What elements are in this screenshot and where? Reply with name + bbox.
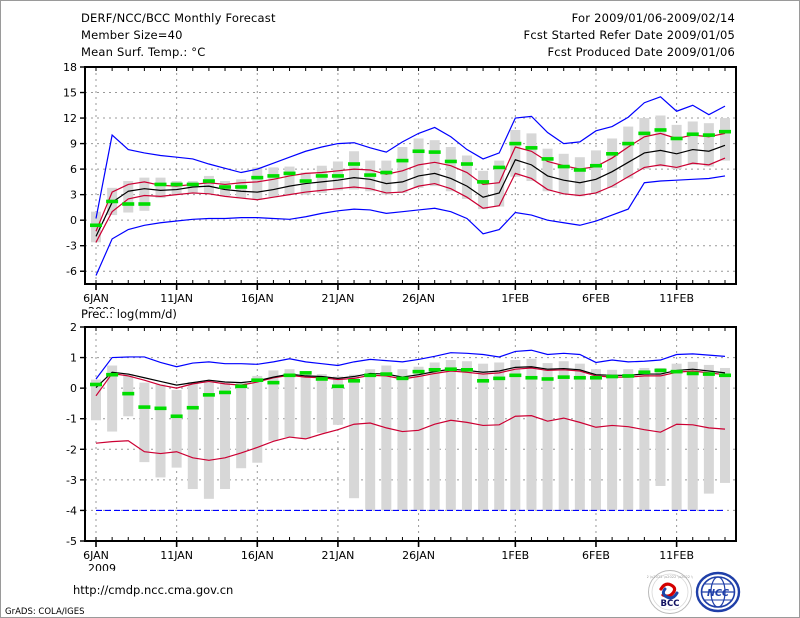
bcc-logo: BCC \u2022 \u2022 \u2022 \u2022 \u2022 bbox=[647, 570, 693, 614]
member-size-label: Member Size=40 bbox=[81, 28, 183, 42]
svg-text:3: 3 bbox=[70, 189, 77, 202]
svg-text:-3: -3 bbox=[66, 474, 77, 487]
precipitation-chart: 2 1 0 -1 -2 -3 -4 -5 6JAN 11JAN 16JAN 21JAN 26JAN 1FE… bbox=[66, 321, 737, 571]
svg-text:-2: -2 bbox=[66, 443, 77, 456]
svg-text:-1: -1 bbox=[66, 413, 77, 426]
svg-text:1FEB: 1FEB bbox=[501, 549, 529, 562]
svg-text:18: 18 bbox=[63, 61, 77, 74]
svg-text:6JAN: 6JAN bbox=[83, 292, 109, 305]
svg-text:\u2022 \u2022 \u2022 \u2022 \u: \u2022 \u2022 \u2022 \u2022 \u2022 bbox=[647, 575, 693, 579]
temperature-chart: 18 15 12 9 6 3 0 -3 -6 6JAN 11JAN 16JAN 21JAN 26JAN 1F… bbox=[63, 61, 737, 309]
svg-text:6FEB: 6FEB bbox=[582, 292, 610, 305]
fcst-produced-label: Fcst Produced Date 2009/01/06 bbox=[547, 45, 735, 59]
svg-text:11JAN: 11JAN bbox=[160, 292, 193, 305]
svg-text:2: 2 bbox=[70, 321, 77, 334]
svg-text:26JAN: 26JAN bbox=[402, 292, 435, 305]
ncc-logo: NCC bbox=[695, 571, 741, 613]
svg-text:2009: 2009 bbox=[88, 562, 116, 571]
svg-text:BCC: BCC bbox=[661, 599, 680, 609]
svg-text:-5: -5 bbox=[66, 535, 77, 548]
svg-text:21JAN: 21JAN bbox=[322, 549, 355, 562]
variable-label: Mean Surf. Temp.: °C bbox=[81, 45, 206, 59]
svg-text:6FEB: 6FEB bbox=[582, 549, 610, 562]
svg-text:11FEB: 11FEB bbox=[659, 549, 694, 562]
figure-title: DERF/NCC/BCC Monthly Forecast bbox=[81, 11, 276, 25]
svg-text:-4: -4 bbox=[66, 504, 77, 517]
svg-text:6JAN: 6JAN bbox=[83, 549, 109, 562]
forecast-period-label: For 2009/01/06-2009/02/14 bbox=[571, 11, 735, 25]
svg-text:NCC: NCC bbox=[707, 588, 729, 599]
svg-text:11FEB: 11FEB bbox=[659, 292, 694, 305]
svg-text:1FEB: 1FEB bbox=[501, 292, 529, 305]
svg-text:9: 9 bbox=[70, 138, 77, 151]
svg-text:0: 0 bbox=[70, 382, 77, 395]
svg-text:11JAN: 11JAN bbox=[160, 549, 193, 562]
grads-credit: GrADS: COLA/IGES bbox=[5, 607, 85, 617]
svg-text:1: 1 bbox=[70, 352, 77, 365]
precip-axis-title: Prec.: log(mm/d) bbox=[81, 307, 177, 321]
svg-text:16JAN: 16JAN bbox=[241, 292, 274, 305]
svg-text:26JAN: 26JAN bbox=[402, 549, 435, 562]
svg-text:15: 15 bbox=[63, 87, 77, 100]
svg-text:-3: -3 bbox=[66, 240, 77, 253]
svg-text:-6: -6 bbox=[66, 265, 77, 278]
svg-text:21JAN: 21JAN bbox=[322, 292, 355, 305]
svg-text:16JAN: 16JAN bbox=[241, 549, 274, 562]
website-url[interactable]: http://cmdp.ncc.cma.gov.cn bbox=[73, 583, 234, 597]
svg-text:12: 12 bbox=[63, 112, 77, 125]
fcst-started-label: Fcst Started Refer Date 2009/01/05 bbox=[523, 28, 735, 42]
svg-text:0: 0 bbox=[70, 214, 77, 227]
svg-text:2009: 2009 bbox=[88, 305, 116, 309]
svg-text:6: 6 bbox=[70, 163, 77, 176]
